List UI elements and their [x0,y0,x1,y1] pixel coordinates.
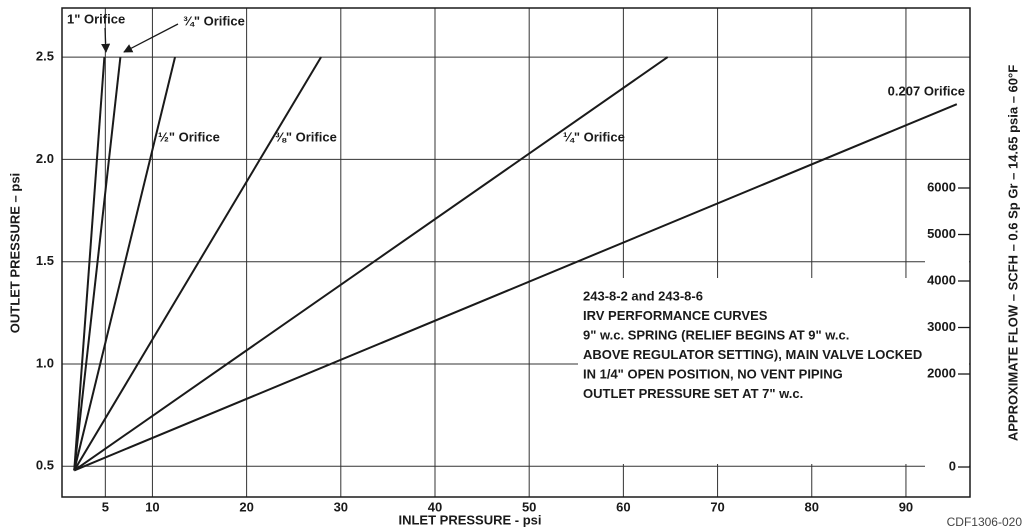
y-tick-label: 1.0 [36,355,54,370]
y2-tick-label: 2000 [927,365,956,380]
annotation-background [578,278,946,464]
y2-tick-label: 3000 [927,319,956,334]
y-tick-label: 0.5 [36,458,54,473]
series-label: 1" Orifice [67,11,125,26]
lines [73,56,958,472]
annotation-line: OUTLET PRESSURE SET AT 7" w.c. [583,386,803,401]
y2-label-background [925,176,969,476]
series-line [73,56,322,471]
annotation-line: IN 1/4" OPEN POSITION, NO VENT PIPING [583,366,843,381]
label-arrow [123,23,179,53]
x-tick-label: 20 [239,499,253,514]
y2-tick-label: 4000 [927,272,956,287]
plot-frame [61,7,971,498]
series-line [73,103,958,472]
x-tick-label: 10 [145,499,159,514]
y-tick-label: 2.0 [36,151,54,166]
annotation-line: IRV PERFORMANCE CURVES [583,308,768,323]
series-label: ½" Orifice [158,129,220,144]
footnote: CDF1306-020 [947,515,1023,529]
y2-axis-title: APPROXIMATE FLOW – SCFH – 0.6 Sp Gr – 14… [1005,65,1020,441]
grid [62,8,970,497]
x-tick-label: 40 [428,499,442,514]
series-label: ⅜" Orifice [275,129,337,144]
series-line [73,56,177,471]
label-arrow [101,27,111,53]
x-tick-label: 5 [102,499,109,514]
series-label: ¼" Orifice [563,129,625,144]
series-line [73,57,106,471]
series-line [73,56,669,472]
series-label: 0.207 Orifice [888,83,965,98]
x-tick-label: 80 [805,499,819,514]
x-tick-label: 50 [522,499,536,514]
series-line [73,56,122,471]
x-tick-label: 60 [616,499,630,514]
y2-tick-label: 5000 [927,226,956,241]
y-axis-title: OUTLET PRESSURE – psi [7,173,22,333]
series-label: ¾" Orifice [183,13,245,28]
y-tick-label: 2.5 [36,49,54,64]
x-tick-label: 90 [899,499,913,514]
x-axis-title: INLET PRESSURE - psi [398,512,541,527]
annotation-line: ABOVE REGULATOR SETTING), MAIN VALVE LOC… [583,347,922,362]
annotation-line: 243-8-2 and 243-8-6 [583,288,703,303]
y2-tick-label: 6000 [927,179,956,194]
x-tick-label: 30 [334,499,348,514]
y-tick-label: 1.5 [36,253,54,268]
y2-tick-label: 0 [949,458,956,473]
x-tick-label: 70 [710,499,724,514]
annotation-line: 9" w.c. SPRING (RELIEF BEGINS AT 9" w.c. [583,327,849,342]
